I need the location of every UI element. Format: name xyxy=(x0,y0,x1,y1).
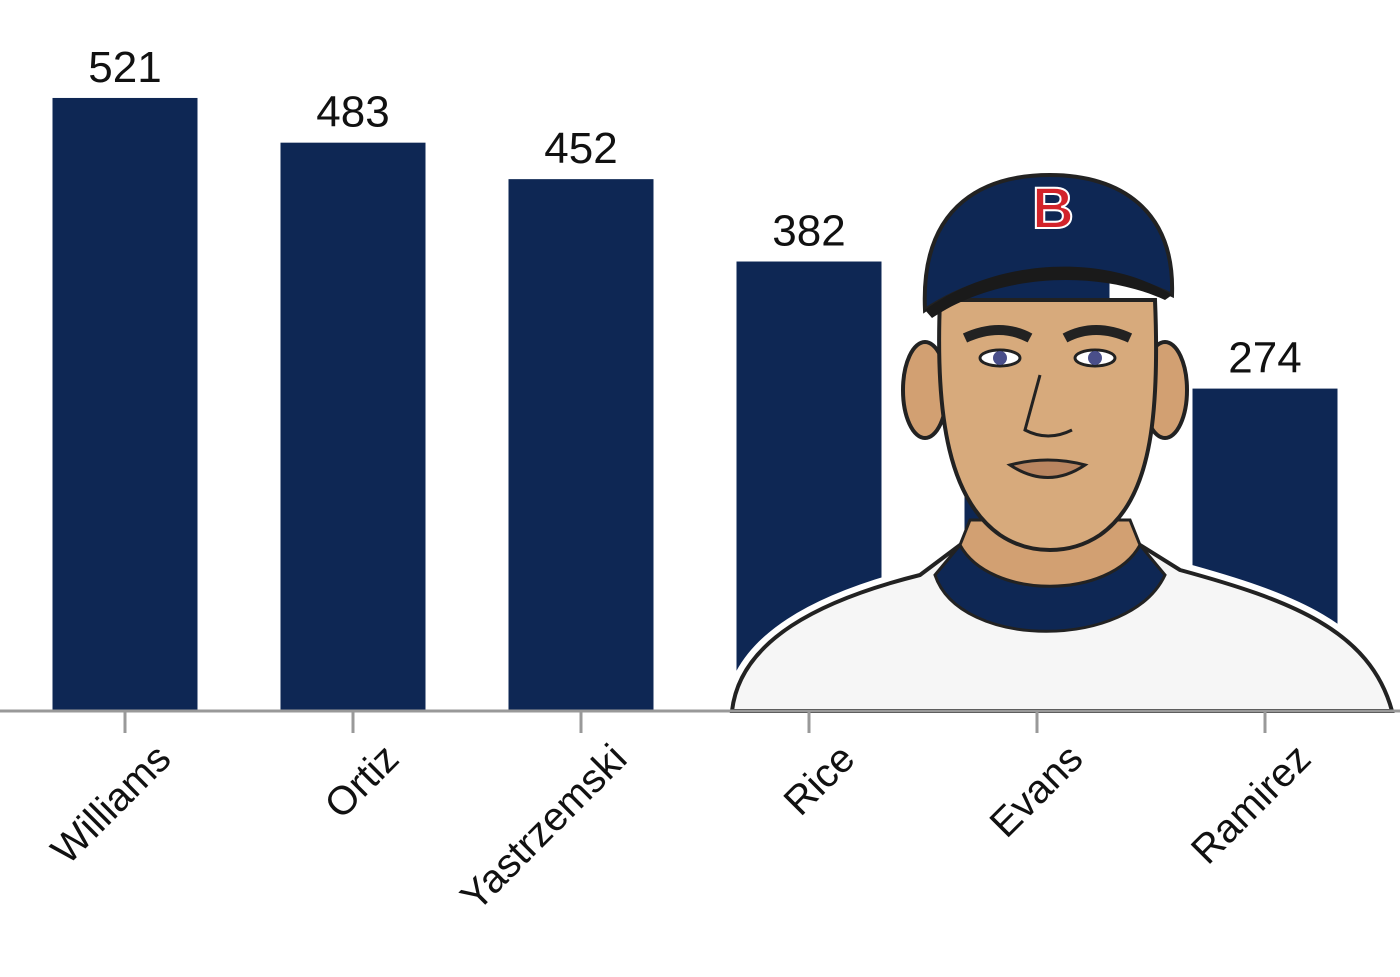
x-tick-label: Ortiz xyxy=(317,736,408,827)
x-tick-label: Ramirez xyxy=(1183,736,1319,872)
bar xyxy=(52,97,198,711)
x-tick-label: Evans xyxy=(982,736,1092,846)
player-illustration: B xyxy=(723,172,1400,719)
value-label: 274 xyxy=(1228,334,1301,383)
value-label: 382 xyxy=(772,207,845,256)
svg-text:B: B xyxy=(1032,176,1074,241)
x-axis-labels: Williams Ortiz Yastrzemski Rice Evans Ramirez xyxy=(43,711,1319,919)
x-tick-label: Yastrzemski xyxy=(452,736,635,919)
bar xyxy=(508,179,654,711)
x-tick-label: Rice xyxy=(776,736,864,824)
value-label: 521 xyxy=(88,43,161,92)
x-tick-label: Williams xyxy=(43,736,179,872)
value-label: 483 xyxy=(316,88,389,137)
value-label: 452 xyxy=(544,124,617,173)
bar xyxy=(280,142,426,712)
